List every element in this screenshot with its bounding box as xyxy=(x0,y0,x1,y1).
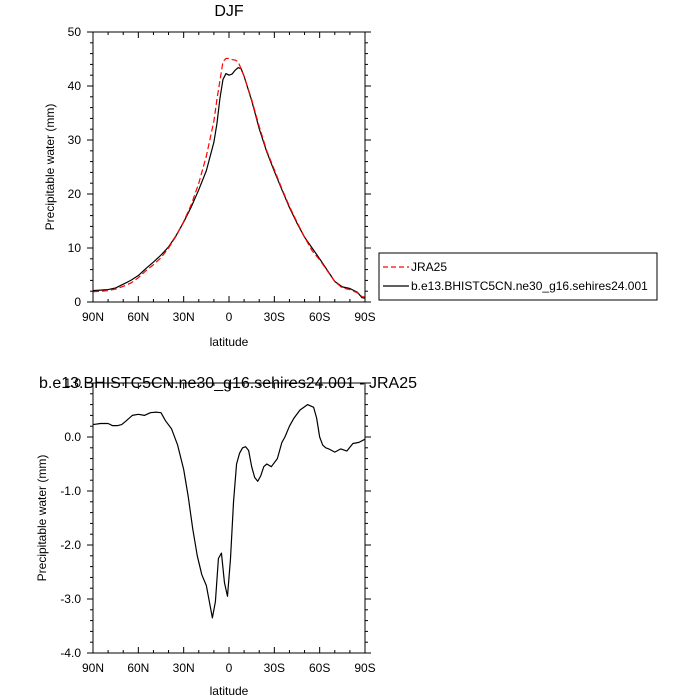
bottom-x-tick-label: 60S xyxy=(309,661,330,675)
top-y-tick-label: 10 xyxy=(68,241,82,255)
top-x-tick-label: 30N xyxy=(173,310,195,324)
bottom-series-lines xyxy=(92,404,366,619)
top-series-lines xyxy=(92,57,366,299)
bottom-x-tick-label: 90N xyxy=(82,661,104,675)
top-y-tick-label: 0 xyxy=(74,295,81,309)
bottom-x-tick-label: 0 xyxy=(226,661,233,675)
top-y-tick-label: 20 xyxy=(68,187,82,201)
top-x-tick-label: 60N xyxy=(127,310,149,324)
top-y-axis-title: Precipitable water (mm) xyxy=(43,104,57,231)
top-chart-title: DJF xyxy=(214,3,244,20)
bottom-x-tick-label: 30S xyxy=(264,661,285,675)
top-x-tick-label: 30S xyxy=(264,310,285,324)
bottom-axis-ticks xyxy=(87,382,371,654)
bottom-x-tick-label: 30N xyxy=(173,661,195,675)
bottom-y-tick-label: -2.0 xyxy=(60,538,81,552)
bottom-plot-frame xyxy=(92,382,366,654)
bottom-tick-labels: 90N 60N 30N 0 30S 60S 90S 1.0 0.0 -1.0 -2.0 -3.0 -4.… xyxy=(60,376,375,675)
top-axis-ticks xyxy=(87,31,371,303)
top-chart-panel: DJF 90N 60N 30N 0 30S 60S 90S 0 10 20 30 40 50 latit… xyxy=(43,3,658,349)
bottom-x-tick-label: 90S xyxy=(354,661,375,675)
legend-label-model: b.e13.BHISTC5CN.ne30_g16.sehires24.001 xyxy=(411,279,648,293)
legend-box xyxy=(378,252,658,301)
top-y-tick-label: 40 xyxy=(68,79,82,93)
top-plot-frame xyxy=(92,31,366,303)
top-x-tick-label: 90S xyxy=(354,310,375,324)
bottom-y-tick-label: -1.0 xyxy=(60,484,81,498)
top-y-tick-label: 50 xyxy=(68,25,82,39)
bottom-x-axis-title: latitude xyxy=(210,684,249,698)
top-series-line-1 xyxy=(92,67,366,299)
top-tick-labels: 90N 60N 30N 0 30S 60S 90S 0 10 20 30 40 50 xyxy=(68,25,376,324)
bottom-y-tick-label: -3.0 xyxy=(60,592,81,606)
top-series-line-0 xyxy=(92,57,366,298)
top-x-axis-title: latitude xyxy=(210,335,249,349)
bottom-chart-panel: b.e13.BHISTC5CN.ne30_g16.sehires24.001 -… xyxy=(35,375,417,698)
top-y-tick-label: 30 xyxy=(68,133,82,147)
bottom-y-axis-title: Precipitable water (mm) xyxy=(35,455,49,582)
bottom-y-tick-label: -4.0 xyxy=(60,646,81,660)
top-x-tick-label: 90N xyxy=(82,310,104,324)
bottom-y-tick-label: 0.0 xyxy=(64,430,81,444)
top-x-tick-label: 0 xyxy=(226,310,233,324)
bottom-series-line-0 xyxy=(92,404,366,619)
legend-label-jra25: JRA25 xyxy=(411,260,447,274)
bottom-y-tick-label: 1.0 xyxy=(64,376,81,390)
top-legend: JRA25 b.e13.BHISTC5CN.ne30_g16.sehires24… xyxy=(378,252,658,301)
top-x-tick-label: 60S xyxy=(309,310,330,324)
bottom-x-tick-label: 60N xyxy=(127,661,149,675)
